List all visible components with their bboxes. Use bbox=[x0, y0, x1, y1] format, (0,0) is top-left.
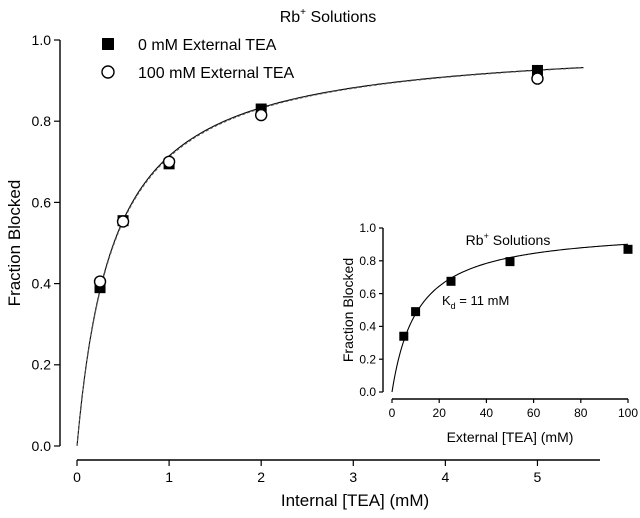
inset-x-axis-label: External [TEA] (mM) bbox=[447, 429, 574, 445]
inset-x-ticks: 0 20 40 60 80 100 bbox=[389, 399, 638, 420]
inset-point-series-1 bbox=[411, 307, 421, 317]
main-x-tick-label: 1 bbox=[165, 469, 173, 485]
main-legend: 0 mM External TEA 100 mM External TEA bbox=[101, 37, 295, 82]
inset-x-tick-label: 60 bbox=[527, 406, 541, 420]
main-y-tick-label: 0.8 bbox=[32, 113, 52, 129]
main-y-tick-label: 1.0 bbox=[32, 32, 52, 48]
main-data-points bbox=[93, 64, 544, 294]
legend-label-series-2: 100 mM External TEA bbox=[138, 65, 295, 82]
main-point-series-2 bbox=[116, 215, 130, 228]
main-fit-curve-solid bbox=[76, 66, 584, 447]
main-title-rb: Rb bbox=[280, 9, 301, 26]
main-y-tick-label: 0.6 bbox=[32, 194, 52, 210]
legend-label-series-1: 0 mM External TEA bbox=[138, 37, 277, 54]
inset-y-tick-label: 1.0 bbox=[359, 221, 376, 235]
main-point-series-2 bbox=[254, 108, 268, 122]
inset-point-series-1 bbox=[446, 276, 456, 286]
main-x-axis-label: Internal [TEA] (mM) bbox=[281, 491, 429, 510]
inset-point-series-1 bbox=[399, 331, 409, 341]
inset-y-tick-label: 0.0 bbox=[359, 385, 376, 399]
inset-title-rb: Rb bbox=[466, 232, 484, 248]
main-y-tick-label: 0.0 bbox=[32, 438, 52, 454]
main-fit-curve-dashed bbox=[76, 67, 584, 447]
legend-marker-open-circle bbox=[101, 65, 115, 79]
kd-subscript: d bbox=[451, 301, 456, 311]
main-title-sup: + bbox=[300, 7, 306, 18]
inset-fit-curve bbox=[391, 243, 629, 393]
inset-x-tick-label: 40 bbox=[480, 406, 494, 420]
kd-value: = 11 mM bbox=[456, 293, 510, 308]
main-x-tick-label: 2 bbox=[257, 469, 265, 485]
main-title-rest: Solutions bbox=[306, 9, 376, 26]
main-point-series-2 bbox=[162, 155, 176, 169]
inset-x-tick-label: 20 bbox=[433, 406, 447, 420]
inset-chart-title: Rb+ Solutions bbox=[466, 231, 551, 248]
main-point-series-2 bbox=[93, 275, 107, 288]
main-x-ticks: 0 1 2 3 4 5 bbox=[73, 460, 542, 485]
main-y-tick-label: 0.2 bbox=[32, 357, 52, 373]
inset-y-tick-label: 0.6 bbox=[359, 287, 376, 301]
inset-y-tick-label: 0.2 bbox=[359, 352, 376, 366]
inset-y-ticks: 0.0 0.2 0.4 0.6 0.8 1.0 bbox=[359, 221, 383, 399]
main-x-tick-label: 3 bbox=[349, 469, 357, 485]
inset-kd-annotation: Kd = 11 mM bbox=[442, 293, 509, 311]
legend-marker-filled-square bbox=[102, 38, 114, 50]
inset-point-series-1 bbox=[623, 244, 633, 254]
main-y-ticks: 0.0 0.2 0.4 0.6 0.8 1.0 bbox=[32, 32, 60, 454]
inset-title-rest: Solutions bbox=[489, 232, 550, 248]
main-y-axis-label: Fraction Blocked bbox=[5, 180, 24, 307]
inset-x-tick-label: 0 bbox=[389, 406, 396, 420]
main-x-tick-label: 0 bbox=[73, 469, 81, 485]
inset-data-points bbox=[399, 244, 633, 341]
inset-y-axis-label: Fraction Blocked bbox=[340, 258, 356, 362]
inset-x-tick-label: 100 bbox=[618, 406, 638, 420]
inset-title-sup: + bbox=[484, 231, 489, 241]
main-point-series-2 bbox=[531, 72, 544, 85]
main-chart-title: Rb+ Solutions bbox=[280, 7, 377, 26]
inset-x-tick-label: 80 bbox=[574, 406, 588, 420]
inset-y-tick-label: 0.4 bbox=[359, 320, 376, 334]
main-point-series-1 bbox=[531, 64, 543, 76]
main-x-tick-label: 4 bbox=[441, 469, 449, 485]
main-x-tick-label: 5 bbox=[534, 469, 542, 485]
inset-point-series-1 bbox=[505, 257, 515, 267]
kd-symbol: K bbox=[442, 293, 451, 308]
main-y-tick-label: 0.4 bbox=[32, 276, 52, 292]
inset-chart: Rb+ Solutions 0.0 0.2 0.4 0.6 0.8 1.0 0 20 40 60… bbox=[340, 221, 638, 445]
inset-y-tick-label: 0.8 bbox=[359, 254, 376, 268]
